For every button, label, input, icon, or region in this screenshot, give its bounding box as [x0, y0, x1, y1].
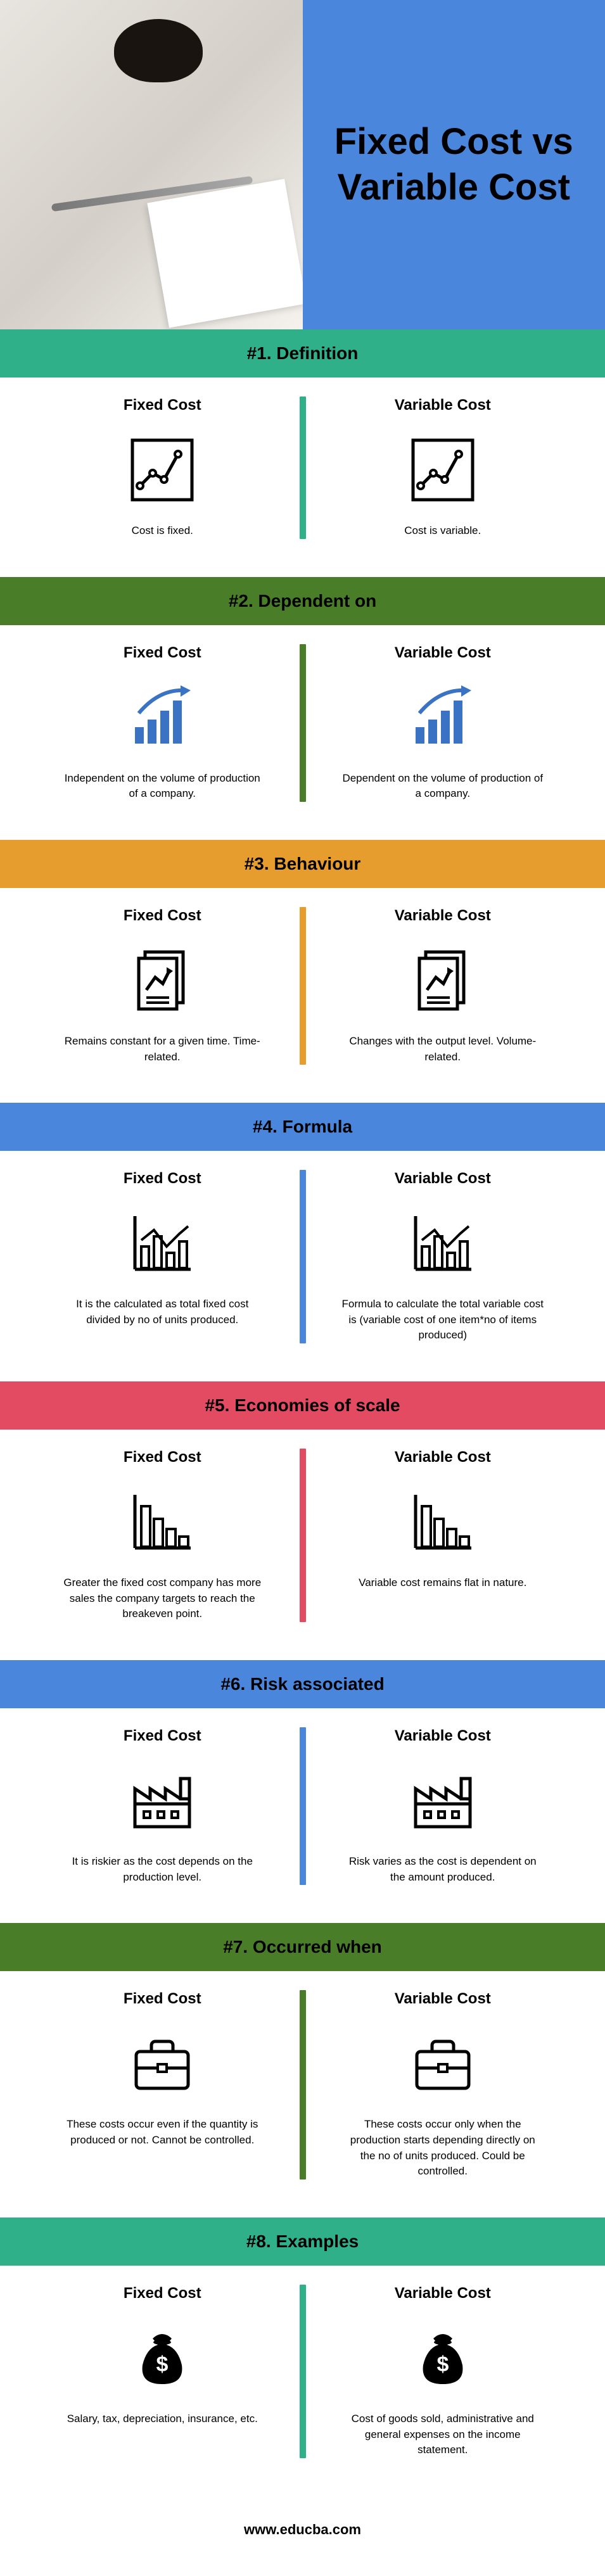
variable-col-title: Variable Cost	[321, 2285, 565, 2302]
money-bag-icon	[41, 2320, 284, 2396]
variable-col-text: These costs occur only when the producti…	[341, 2117, 544, 2179]
fixed-col-text: Independent on the volume of production …	[61, 771, 264, 802]
fixed-col-title: Fixed Cost	[41, 1170, 284, 1188]
section-row-8: Fixed Cost Salary, tax, depreciation, in…	[0, 2266, 605, 2496]
mixed-chart-icon	[41, 1205, 284, 1281]
section-banner-1: #1. Definition	[0, 329, 605, 378]
divider	[300, 1170, 306, 1343]
variable-col: Variable Cost Dependent on the volume of…	[306, 644, 580, 802]
fixed-col-title: Fixed Cost	[41, 1727, 284, 1745]
fixed-col: Fixed Cost It is riskier as the cost dep…	[25, 1727, 300, 1885]
fixed-col-title: Fixed Cost	[41, 644, 284, 662]
fixed-col: Fixed Cost It is the calculated as total…	[25, 1170, 300, 1343]
section-row-6: Fixed Cost It is riskier as the cost dep…	[0, 1708, 605, 1923]
variable-col-title: Variable Cost	[321, 644, 565, 662]
variable-col-text: Cost of goods sold, administrative and g…	[341, 2411, 544, 2458]
variable-col-title: Variable Cost	[321, 397, 565, 414]
variable-col-title: Variable Cost	[321, 1449, 565, 1466]
divider	[300, 1990, 306, 2179]
variable-col: Variable Cost Cost of goods sold, admini…	[306, 2285, 580, 2458]
section-banner-4: #4. Formula	[0, 1103, 605, 1151]
briefcase-icon	[321, 2026, 565, 2102]
variable-col: Variable Cost Risk varies as the cost is…	[306, 1727, 580, 1885]
divider	[300, 644, 306, 802]
section-row-1: Fixed Cost Cost is fixed. Variable Cost …	[0, 378, 605, 577]
fixed-col-text: Cost is fixed.	[61, 523, 264, 539]
document-chart-icon	[41, 942, 284, 1018]
fixed-col-title: Fixed Cost	[41, 2285, 284, 2302]
bar-arrow-icon	[321, 680, 565, 756]
section-banner-8: #8. Examples	[0, 2218, 605, 2266]
fixed-col-text: These costs occur even if the quantity i…	[61, 2117, 264, 2148]
header-photo	[0, 0, 303, 329]
descending-bars-icon	[321, 1484, 565, 1560]
divider	[300, 397, 306, 539]
fixed-col: Fixed Cost Salary, tax, depreciation, in…	[25, 2285, 300, 2458]
mixed-chart-icon	[321, 1205, 565, 1281]
section-row-7: Fixed Cost These costs occur even if the…	[0, 1971, 605, 2218]
line-chart-icon	[41, 432, 284, 508]
fixed-col-text: Salary, tax, depreciation, insurance, et…	[61, 2411, 264, 2427]
section-banner-6: #6. Risk associated	[0, 1660, 605, 1708]
divider	[300, 2285, 306, 2458]
bar-arrow-icon	[41, 680, 284, 756]
fixed-col: Fixed Cost Greater the fixed cost compan…	[25, 1449, 300, 1622]
variable-col-text: Variable cost remains flat in nature.	[341, 1575, 544, 1591]
variable-col-title: Variable Cost	[321, 907, 565, 925]
fixed-col: Fixed Cost Cost is fixed.	[25, 397, 300, 539]
variable-col-text: Risk varies as the cost is dependent on …	[341, 1854, 544, 1885]
variable-col: Variable Cost Variable cost remains flat…	[306, 1449, 580, 1622]
descending-bars-icon	[41, 1484, 284, 1560]
variable-col: Variable Cost Changes with the output le…	[306, 907, 580, 1065]
fixed-col-text: Remains constant for a given time. Time-…	[61, 1034, 264, 1065]
fixed-col-title: Fixed Cost	[41, 1449, 284, 1466]
header-title: Fixed Cost vs Variable Cost	[303, 0, 605, 329]
section-row-4: Fixed Cost It is the calculated as total…	[0, 1151, 605, 1381]
fixed-col-text: It is riskier as the cost depends on the…	[61, 1854, 264, 1885]
section-banner-5: #5. Economies of scale	[0, 1381, 605, 1430]
divider	[300, 907, 306, 1065]
section-banner-7: #7. Occurred when	[0, 1923, 605, 1971]
fixed-col-title: Fixed Cost	[41, 1990, 284, 2008]
variable-col: Variable Cost Formula to calculate the t…	[306, 1170, 580, 1343]
header: Fixed Cost vs Variable Cost	[0, 0, 605, 329]
divider	[300, 1727, 306, 1885]
variable-col: Variable Cost These costs occur only whe…	[306, 1990, 580, 2179]
fixed-col: Fixed Cost Independent on the volume of …	[25, 644, 300, 802]
money-bag-icon	[321, 2320, 565, 2396]
footer-url: www.educba.com	[0, 2496, 605, 2576]
factory-icon	[321, 1763, 565, 1839]
fixed-col-text: It is the calculated as total fixed cost…	[61, 1297, 264, 1328]
fixed-col-text: Greater the fixed cost company has more …	[61, 1575, 264, 1622]
fixed-col: Fixed Cost Remains constant for a given …	[25, 907, 300, 1065]
variable-col-text: Formula to calculate the total variable …	[341, 1297, 544, 1343]
variable-col-title: Variable Cost	[321, 1170, 565, 1188]
section-row-2: Fixed Cost Independent on the volume of …	[0, 625, 605, 840]
section-banner-3: #3. Behaviour	[0, 840, 605, 888]
variable-col-title: Variable Cost	[321, 1727, 565, 1745]
document-chart-icon	[321, 942, 565, 1018]
fixed-col-title: Fixed Cost	[41, 397, 284, 414]
variable-col-title: Variable Cost	[321, 1990, 565, 2008]
section-row-3: Fixed Cost Remains constant for a given …	[0, 888, 605, 1103]
section-row-5: Fixed Cost Greater the fixed cost compan…	[0, 1430, 605, 1660]
fixed-col-title: Fixed Cost	[41, 907, 284, 925]
divider	[300, 1449, 306, 1622]
variable-col-text: Cost is variable.	[341, 523, 544, 539]
briefcase-icon	[41, 2026, 284, 2102]
factory-icon	[41, 1763, 284, 1839]
section-banner-2: #2. Dependent on	[0, 577, 605, 625]
variable-col-text: Changes with the output level. Volume-re…	[341, 1034, 544, 1065]
fixed-col: Fixed Cost These costs occur even if the…	[25, 1990, 300, 2179]
variable-col-text: Dependent on the volume of production of…	[341, 771, 544, 802]
line-chart-icon	[321, 432, 565, 508]
variable-col: Variable Cost Cost is variable.	[306, 397, 580, 539]
